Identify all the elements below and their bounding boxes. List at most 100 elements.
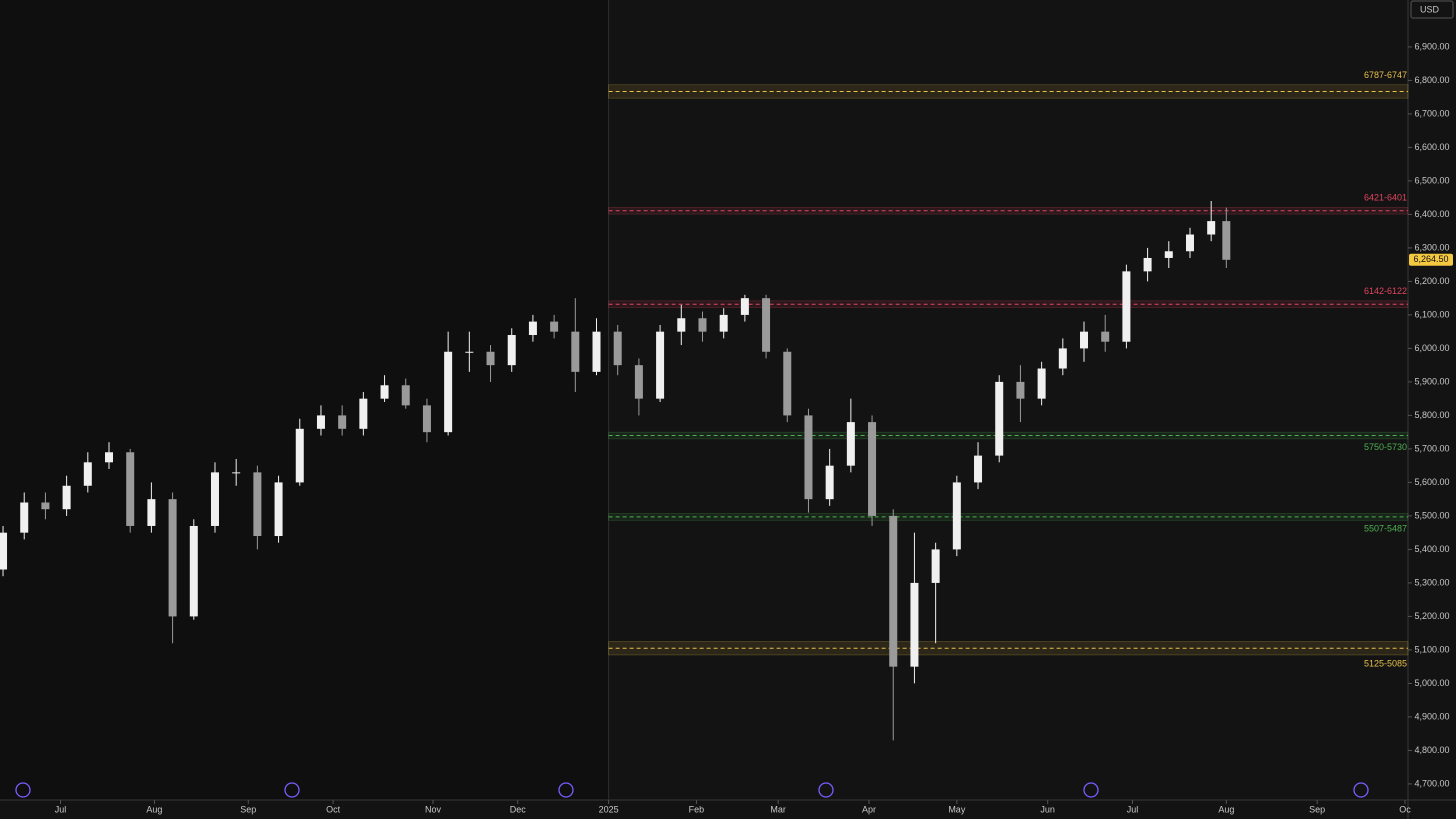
y-tick-label: 6,400.00 [1414, 209, 1449, 219]
zone-label: 5507-5487 [1364, 524, 1407, 534]
candle-body [1037, 368, 1046, 399]
candle-body [1164, 251, 1173, 258]
candle-body [380, 385, 389, 399]
candle-body [740, 298, 749, 315]
last-price-box [1409, 253, 1453, 266]
candle-body [550, 321, 559, 332]
x-tick-label: 2025 [599, 804, 619, 814]
y-tick-label: 5,800.00 [1414, 410, 1449, 420]
candle-body [592, 331, 601, 372]
zone-label: 5125-5085 [1364, 658, 1407, 668]
y-tick-label: 6,100.00 [1414, 309, 1449, 319]
zone-label: 6787-6747 [1364, 70, 1407, 80]
last-price-label: 6,264.50 [1413, 254, 1448, 264]
candle-body [634, 365, 643, 399]
history-background [0, 0, 608, 800]
candle-body [1143, 257, 1152, 272]
candle-body [62, 485, 71, 510]
y-tick-label: 4,900.00 [1414, 711, 1449, 721]
candle-body [995, 381, 1004, 456]
candle-body [846, 422, 855, 466]
x-tick-label: Sep [1309, 804, 1325, 814]
x-tick-label: Nov [425, 804, 442, 814]
candle-body [571, 331, 580, 372]
candle-body [910, 582, 919, 667]
candle-body [189, 525, 198, 617]
candle-body [147, 499, 156, 526]
candle-body [952, 482, 961, 550]
candle-body [83, 462, 92, 486]
y-tick-label: 5,000.00 [1414, 678, 1449, 688]
x-tick-label: May [948, 804, 966, 814]
x-tick-label: Aug [146, 804, 162, 814]
candle-body [359, 398, 368, 429]
candle-body [338, 415, 347, 429]
candle-body [677, 318, 686, 332]
y-tick-label: 5,300.00 [1414, 577, 1449, 587]
candle-body [401, 385, 410, 406]
candle-body [444, 351, 453, 433]
candle-body [422, 405, 431, 433]
x-tick-label: Oct [326, 804, 341, 814]
y-tick-label: 5,700.00 [1414, 443, 1449, 453]
candle-body [105, 452, 114, 463]
y-tick-label: 6,700.00 [1414, 108, 1449, 118]
zone-label: 5750-5730 [1364, 442, 1407, 452]
zone-label: 6142-6122 [1364, 286, 1407, 296]
x-tick-label: Oc [1399, 804, 1411, 814]
candle-body [41, 502, 50, 510]
candle-body [1101, 331, 1110, 342]
candle-body [465, 351, 474, 353]
candle-body [868, 422, 877, 516]
x-tick-label: Jul [1127, 804, 1139, 814]
y-tick-label: 5,500.00 [1414, 510, 1449, 520]
y-tick-label: 4,700.00 [1414, 778, 1449, 788]
candle-body [295, 428, 304, 483]
x-tick-label: Sep [240, 804, 256, 814]
candle-body [20, 502, 29, 533]
candle-body [613, 331, 622, 366]
y-tick-label: 5,400.00 [1414, 544, 1449, 554]
y-tick-label: 6,200.00 [1414, 276, 1449, 286]
candle-body [0, 532, 8, 570]
candle-body [168, 499, 177, 617]
candle-body [1207, 221, 1216, 235]
candle-body [762, 298, 771, 352]
candle-body [126, 452, 135, 526]
y-tick-label: 5,600.00 [1414, 477, 1449, 487]
y-tick-label: 5,900.00 [1414, 376, 1449, 386]
y-tick-label: 6,500.00 [1414, 175, 1449, 185]
y-tick-label: 6,900.00 [1414, 41, 1449, 51]
candle-body [316, 415, 325, 429]
candle-body [783, 351, 792, 416]
candle-body [528, 321, 537, 336]
candle-body [931, 549, 940, 583]
candle-body [698, 318, 707, 332]
x-tick-label: Dec [510, 804, 527, 814]
candle-body [253, 472, 262, 537]
x-tick-label: Aug [1218, 804, 1234, 814]
candle-body [1185, 234, 1194, 252]
candle-body [1222, 221, 1231, 260]
x-tick-label: Jul [55, 804, 67, 814]
candle-body [1058, 348, 1067, 369]
currency: USD [1420, 4, 1440, 14]
candle-body [719, 314, 728, 332]
candle-body [210, 472, 219, 526]
y-tick-label: 6,800.00 [1414, 75, 1449, 85]
y-tick-label: 4,800.00 [1414, 745, 1449, 755]
candle-body [825, 465, 834, 500]
candle-body [1016, 381, 1025, 399]
candle-body [974, 455, 983, 483]
currency-box[interactable] [1410, 0, 1454, 19]
x-tick-label: Jun [1040, 804, 1055, 814]
zone-label: 6421-6401 [1364, 193, 1407, 203]
replay-icons [15, 782, 1369, 798]
candle-body [804, 415, 813, 500]
candle-body [232, 472, 241, 474]
y-tick-label: 5,100.00 [1414, 644, 1449, 654]
candle-body [274, 482, 283, 537]
candle-body [1080, 331, 1089, 349]
candle-body [507, 335, 516, 366]
